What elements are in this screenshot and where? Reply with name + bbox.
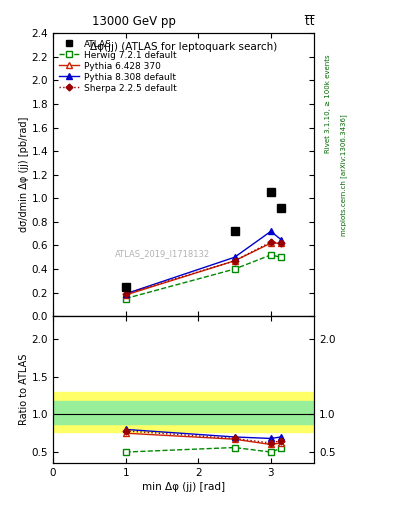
Y-axis label: Ratio to ATLAS: Ratio to ATLAS — [19, 354, 29, 425]
Text: t̅t̅: t̅t̅ — [305, 15, 314, 28]
Y-axis label: dσ/dmin Δφ (jj) [pb/rad]: dσ/dmin Δφ (jj) [pb/rad] — [19, 117, 29, 232]
Text: Δφ(jj) (ATLAS for leptoquark search): Δφ(jj) (ATLAS for leptoquark search) — [90, 42, 277, 52]
Legend: ATLAS, Herwig 7.2.1 default, Pythia 6.428 370, Pythia 8.308 default, Sherpa 2.2.: ATLAS, Herwig 7.2.1 default, Pythia 6.42… — [57, 38, 178, 94]
Text: 13000 GeV pp: 13000 GeV pp — [92, 15, 176, 28]
Text: ATLAS_2019_I1718132: ATLAS_2019_I1718132 — [115, 249, 210, 259]
X-axis label: min Δφ (jj) [rad]: min Δφ (jj) [rad] — [142, 482, 225, 493]
Bar — [53, 401, 314, 424]
Bar — [53, 392, 314, 433]
Text: Rivet 3.1.10, ≥ 100k events: Rivet 3.1.10, ≥ 100k events — [325, 55, 331, 153]
Text: mcplots.cern.ch [arXiv:1306.3436]: mcplots.cern.ch [arXiv:1306.3436] — [341, 114, 347, 236]
